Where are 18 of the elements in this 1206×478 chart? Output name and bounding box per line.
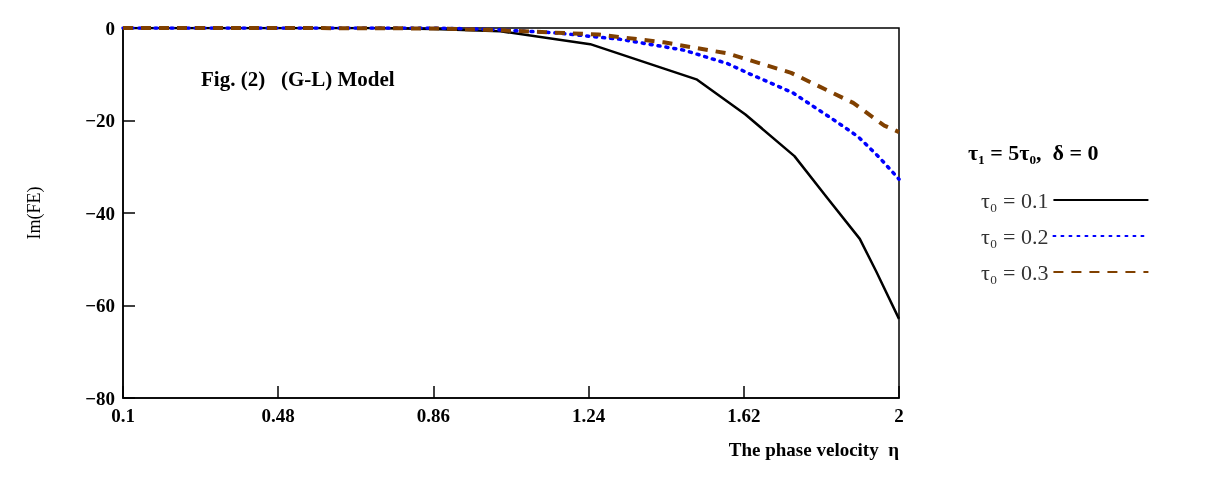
y-tick-label: −60 (85, 295, 115, 316)
legend-label: τ₀ = 0.1 (981, 187, 1049, 213)
legend-label: τ₀ = 0.3 (981, 259, 1049, 285)
y-tick-label: −20 (85, 110, 115, 131)
y-axis-title: Im(FE) (24, 186, 45, 240)
y-tick-label: −40 (85, 202, 115, 224)
text: Fig. (2) (G-L) Model (201, 66, 395, 91)
y-tick-label: 0 (105, 17, 115, 39)
legend-label: τ₀ = 0.2 (981, 223, 1049, 249)
x-tick-label: 0.86 (416, 405, 451, 426)
x-tick-label: 0.48 (261, 405, 295, 426)
x-tick-label: 2 (894, 405, 904, 426)
x-axis-title: The phase velocity η (728, 439, 899, 460)
x-tick-label: 1.62 (727, 405, 761, 426)
x-tick-label: 1.24 (571, 405, 606, 426)
legend-title: τ₁ = 5τ₀, δ = 0 (968, 139, 1099, 165)
line-series (121, 26, 901, 181)
line-series (121, 26, 901, 135)
